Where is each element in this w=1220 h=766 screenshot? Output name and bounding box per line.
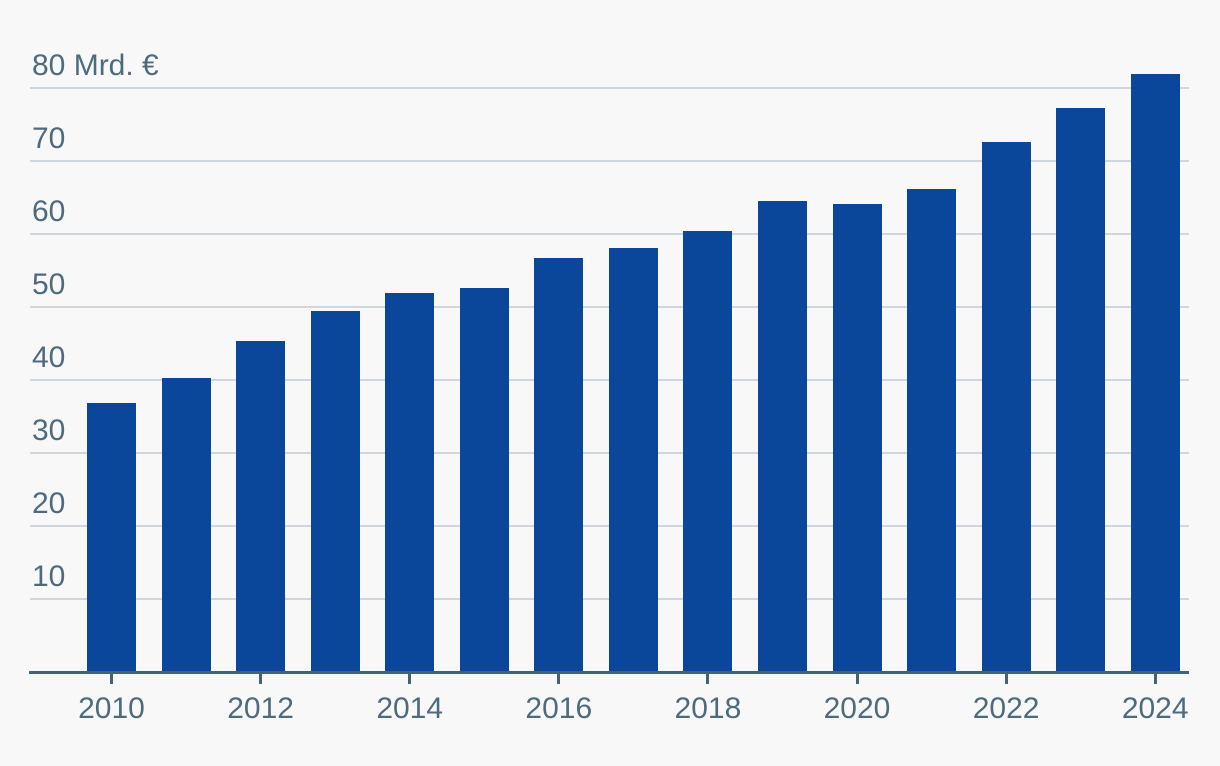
y-axis-tick-label-60: 60	[32, 195, 66, 228]
x-axis-tick-2024	[1153, 674, 1157, 684]
x-axis-tick-2010	[110, 674, 113, 684]
x-axis-tick-label-2016: 2016	[525, 692, 593, 725]
x-axis-tick-2018	[706, 674, 710, 684]
y-axis-tick-label-50: 50	[32, 268, 66, 301]
bar-2016	[534, 258, 584, 672]
bar-2017	[608, 247, 658, 672]
x-axis-tick-2016	[557, 674, 561, 684]
x-axis-tick-label-2020: 2020	[823, 692, 891, 725]
x-axis-tick-2012	[259, 674, 263, 684]
bar-2011	[161, 377, 211, 672]
y-axis-tick-label-80: 80 Mrd. €	[32, 49, 159, 82]
bar-2015	[459, 288, 509, 672]
x-axis-tick-2014	[408, 674, 412, 684]
bar-2018	[683, 231, 733, 672]
y-axis-tick-label-20: 20	[32, 487, 66, 520]
bar-2020	[832, 204, 882, 672]
bar-2013	[310, 310, 360, 672]
x-axis-tick-2022	[1004, 674, 1008, 684]
x-axis-line	[29, 671, 1189, 674]
gridline-70	[30, 160, 1189, 162]
x-axis-tick-label-2022: 2022	[972, 692, 1040, 725]
x-axis-tick-label-2024: 2024	[1121, 692, 1189, 725]
bar-2019	[757, 201, 807, 672]
bar-2014	[385, 293, 435, 672]
bar-2022	[981, 142, 1031, 672]
y-axis-tick-label-70: 70	[32, 122, 66, 155]
bar-2010	[87, 403, 136, 672]
y-axis-tick-label-10: 10	[32, 560, 66, 593]
y-axis-tick-label-30: 30	[32, 414, 66, 447]
x-axis-tick-label-2018: 2018	[674, 692, 742, 725]
x-axis-tick-label-2014: 2014	[376, 692, 444, 725]
bar-2023	[1056, 107, 1106, 672]
x-axis-tick-label-2012: 2012	[227, 692, 294, 725]
bar-2021	[907, 189, 957, 672]
gridline-80	[30, 87, 1189, 89]
y-axis-tick-label-40: 40	[32, 341, 66, 374]
gridline-60	[30, 233, 1189, 235]
x-axis-tick-2020	[855, 674, 859, 684]
x-axis-tick-label-2010: 2010	[78, 692, 145, 725]
bar-2012	[236, 340, 286, 672]
bar-2024	[1130, 74, 1180, 672]
